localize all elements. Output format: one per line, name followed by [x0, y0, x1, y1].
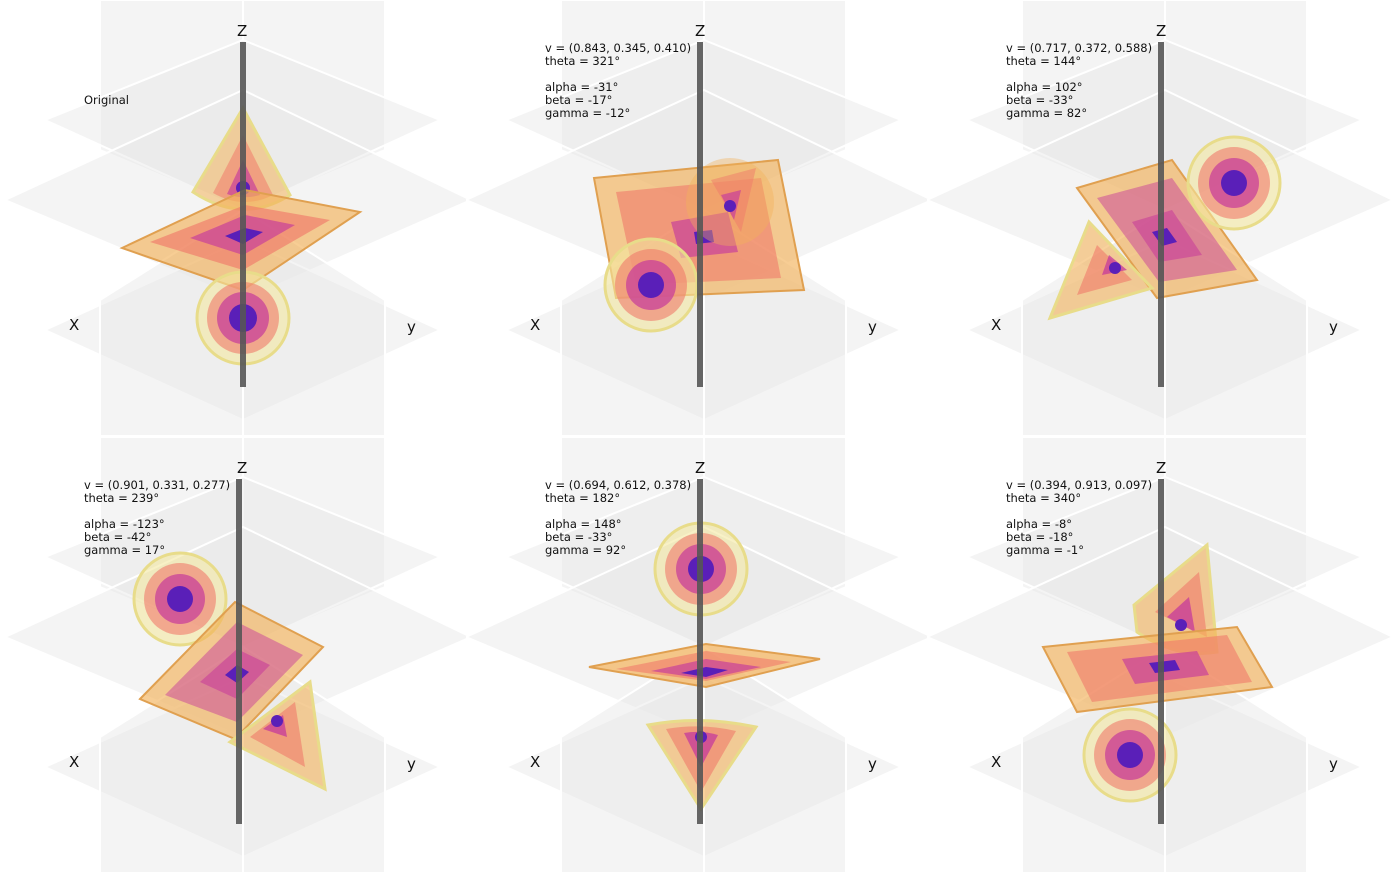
- y-axis-label: y: [407, 318, 416, 336]
- z-axis-rod: [240, 42, 246, 387]
- panel-original: Original Z X y: [5, 0, 471, 436]
- gamma-text: gamma = 17°: [84, 543, 166, 557]
- scene-rot2: [927, 0, 1393, 436]
- z-axis-label: Z: [237, 22, 248, 40]
- panel-rot4: v = (0.694, 0.612, 0.378) theta = 182° alp…: [466, 437, 932, 873]
- theta-text: theta = 144°: [1006, 54, 1082, 68]
- z-axis-rod: [236, 479, 242, 824]
- v-text: v = (0.717, 0.372, 0.588): [1006, 41, 1153, 55]
- beta-text: beta = -18°: [1006, 530, 1074, 544]
- background-pane: [1164, 645, 1308, 873]
- alpha-text: alpha = -8°: [1006, 517, 1073, 531]
- z-axis-rod: [1158, 42, 1164, 387]
- sphere-shape: [603, 237, 699, 333]
- y-axis-label: y: [1329, 318, 1338, 336]
- alpha-text: alpha = -31°: [545, 80, 619, 94]
- beta-text: beta = -33°: [545, 530, 613, 544]
- scene-rot5: [927, 437, 1393, 873]
- sphere-shape: [1186, 135, 1282, 231]
- z-axis-rod: [697, 479, 703, 824]
- alpha-text: alpha = 148°: [545, 517, 622, 531]
- scene-rot4: [466, 437, 932, 873]
- v-text: v = (0.694, 0.612, 0.378): [545, 478, 692, 492]
- z-axis-label: Z: [1156, 459, 1167, 477]
- scene-rot3: [5, 437, 471, 873]
- x-axis-label: X: [69, 753, 80, 771]
- background-pane: [964, 475, 1365, 649]
- x-axis-label: X: [530, 753, 541, 771]
- slab-shape: [1041, 625, 1274, 714]
- v-text: v = (0.394, 0.913, 0.097): [1006, 478, 1153, 492]
- sphere-shape: [1082, 707, 1178, 803]
- theta-text: theta = 321°: [545, 54, 621, 68]
- y-axis-label: y: [868, 755, 877, 773]
- beta-text: beta = -33°: [1006, 93, 1074, 107]
- alpha-text: alpha = -123°: [84, 517, 165, 531]
- panel-title: Original: [84, 93, 130, 107]
- z-axis-label: Z: [695, 22, 706, 40]
- slab-shape: [588, 642, 821, 689]
- y-axis-label: y: [407, 755, 416, 773]
- cone-shape: [1047, 219, 1155, 321]
- z-axis-rod: [1158, 479, 1164, 824]
- z-axis-rod: [697, 42, 703, 387]
- rotation-params: v = (0.901, 0.331, 0.277) theta = 239° alp…: [84, 479, 230, 557]
- beta-text: beta = -17°: [545, 93, 613, 107]
- background-pane: [964, 38, 1365, 212]
- panel-rot5: v = (0.394, 0.913, 0.097) theta = 340° alp…: [927, 437, 1393, 873]
- z-axis-label: Z: [237, 459, 248, 477]
- panel-rot2: v = (0.717, 0.372, 0.588) theta = 144° alp…: [927, 0, 1393, 436]
- rotation-params: v = (0.694, 0.612, 0.378) theta = 182° alp…: [545, 479, 691, 557]
- slab-shape: [138, 600, 325, 741]
- scene-original: [5, 0, 471, 436]
- sphere-shape: [132, 551, 228, 647]
- alpha-text: alpha = 102°: [1006, 80, 1083, 94]
- cone-shape: [227, 679, 327, 792]
- theta-text: theta = 182°: [545, 491, 621, 505]
- gamma-text: gamma = -1°: [1006, 543, 1084, 557]
- z-axis-label: Z: [695, 459, 706, 477]
- rotation-params: v = (0.843, 0.345, 0.410) theta = 321° alp…: [545, 42, 691, 120]
- panel-rot1: v = (0.843, 0.345, 0.410) theta = 321° alp…: [466, 0, 932, 436]
- gamma-text: gamma = -12°: [545, 106, 631, 120]
- cone-shape: [686, 158, 774, 246]
- x-axis-label: X: [530, 316, 541, 334]
- gamma-text: gamma = 92°: [545, 543, 627, 557]
- x-axis-label: X: [69, 316, 80, 334]
- x-axis-label: X: [991, 753, 1002, 771]
- rotation-params: v = (0.717, 0.372, 0.588) theta = 144° alp…: [1006, 42, 1152, 120]
- background-pane: [242, 437, 386, 649]
- panel-rot3: v = (0.901, 0.331, 0.277) theta = 239° alp…: [5, 437, 471, 873]
- v-text: v = (0.901, 0.331, 0.277): [84, 478, 231, 492]
- y-axis-label: y: [868, 318, 877, 336]
- rotation-params: v = (0.394, 0.913, 0.097) theta = 340° alp…: [1006, 479, 1152, 557]
- y-axis-label: y: [1329, 755, 1338, 773]
- background-pane: [703, 0, 847, 212]
- theta-text: theta = 239°: [84, 491, 160, 505]
- gamma-text: gamma = 82°: [1006, 106, 1088, 120]
- scene-rot1: [466, 0, 932, 436]
- x-axis-label: X: [991, 316, 1002, 334]
- slab-shape: [1075, 158, 1259, 300]
- v-text: v = (0.843, 0.345, 0.410): [545, 41, 692, 55]
- z-axis-label: Z: [1156, 22, 1167, 40]
- beta-text: beta = -42°: [84, 530, 152, 544]
- theta-text: theta = 340°: [1006, 491, 1082, 505]
